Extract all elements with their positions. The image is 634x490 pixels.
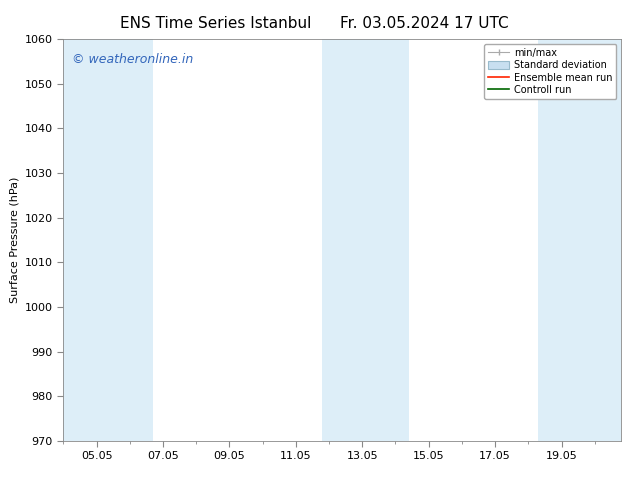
Y-axis label: Surface Pressure (hPa): Surface Pressure (hPa)	[10, 177, 19, 303]
Legend: min/max, Standard deviation, Ensemble mean run, Controll run: min/max, Standard deviation, Ensemble me…	[484, 44, 616, 99]
Text: ENS Time Series Istanbul: ENS Time Series Istanbul	[120, 16, 311, 31]
Bar	[63, 39, 153, 441]
Bar	[323, 39, 409, 441]
Text: Fr. 03.05.2024 17 UTC: Fr. 03.05.2024 17 UTC	[340, 16, 509, 31]
Bar	[538, 39, 621, 441]
Text: © weatheronline.in: © weatheronline.in	[72, 53, 193, 66]
